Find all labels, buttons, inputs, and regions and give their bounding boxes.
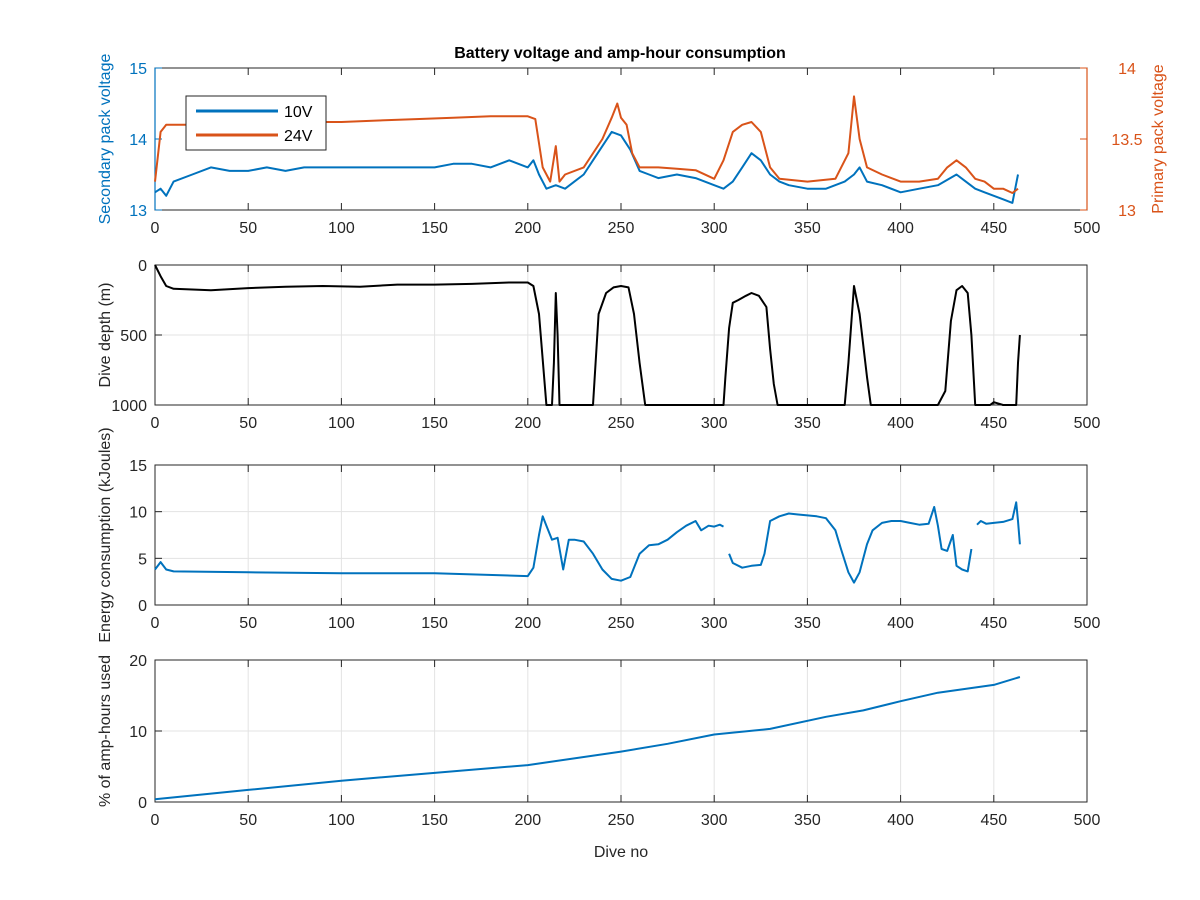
x-tick-label: 450 [980, 615, 1007, 632]
x-tick-label: 350 [794, 812, 821, 829]
y-tick-label: 10 [129, 505, 147, 522]
y-tick-label: 15 [129, 61, 147, 78]
x-axis-label: Dive no [594, 844, 648, 861]
x-tick-label: 450 [980, 812, 1007, 829]
y-tick-label: 0 [138, 258, 147, 275]
x-tick-label: 100 [328, 812, 355, 829]
x-tick-label: 350 [794, 220, 821, 237]
figure-title: Battery voltage and amp-hour consumption [454, 45, 786, 62]
x-tick-label: 100 [328, 220, 355, 237]
x-tick-label: 0 [151, 415, 160, 432]
y-tick-label: 20 [129, 653, 147, 670]
subplot-4: 0 50 100 150 200 250 300 350 400 450 500 0 10 20 % of … [97, 653, 1100, 861]
series-line-3 [976, 501, 1021, 545]
x-tick-label: 100 [328, 415, 355, 432]
series-line-24v [154, 95, 1019, 194]
y-tick-label: 13 [129, 203, 147, 220]
x-tick-label: 50 [239, 615, 257, 632]
subplot-3: 0 50 100 150 200 250 300 350 400 450 500 0 5 10 15 Ener… [97, 427, 1100, 642]
x-tick-label: 300 [701, 615, 728, 632]
x-tick-label: 400 [887, 415, 914, 432]
legend-label-10v: 10V [284, 104, 313, 121]
x-tick-label: 450 [980, 220, 1007, 237]
x-tick-label: 0 [151, 615, 160, 632]
x-tick-label: 300 [701, 220, 728, 237]
y-tick-label: 0 [138, 795, 147, 812]
y-tick-label: 0 [138, 598, 147, 615]
x-tick-label: 500 [1074, 812, 1101, 829]
x-tick-label: 0 [151, 812, 160, 829]
y2-tick-label: 14 [1118, 61, 1136, 78]
x-tick-label: 400 [887, 615, 914, 632]
x-tick-label: 300 [701, 415, 728, 432]
y2-tick-label: 13.5 [1111, 132, 1142, 149]
x-tick-label: 200 [514, 615, 541, 632]
x-tick-label: 350 [794, 615, 821, 632]
x-tick-label: 150 [421, 415, 448, 432]
x-tick-label: 150 [421, 812, 448, 829]
x-tick-label: 200 [514, 220, 541, 237]
subplot-1: 0 50 100 150 200 250 300 350 400 450 500 13 14 15 13 13… [97, 54, 1167, 237]
y2-axis-label: Primary pack voltage [1150, 64, 1167, 213]
legend-box [185, 95, 327, 151]
y-tick-label: 14 [129, 132, 147, 149]
y-axis-label: Energy consumption (kJoules) [97, 427, 114, 642]
legend-label-24v: 24V [284, 128, 313, 145]
y-axis-label: % of amp-hours used [97, 655, 114, 807]
y-tick-label: 5 [138, 551, 147, 568]
chart-area: 0 50 100 150 200 250 300 350 400 450 5001314151313… [97, 54, 1167, 861]
y-tick-label: 500 [120, 328, 147, 345]
series-line-1 [154, 264, 1021, 406]
x-tick-label: 150 [421, 220, 448, 237]
x-tick-label: 50 [239, 812, 257, 829]
y-tick-label: 1000 [111, 398, 147, 415]
x-tick-label: 50 [239, 415, 257, 432]
x-tick-label: 300 [701, 812, 728, 829]
x-tick-label: 200 [514, 415, 541, 432]
y-axis-label: Dive depth (m) [97, 283, 114, 388]
x-tick-label: 250 [608, 220, 635, 237]
x-tick-label: 500 [1074, 415, 1101, 432]
y-tick-label: 10 [129, 724, 147, 741]
x-tick-label: 500 [1074, 220, 1101, 237]
x-tick-label: 0 [151, 220, 160, 237]
x-tick-label: 400 [887, 812, 914, 829]
series-line-1 [154, 515, 724, 582]
y-axis-label: Secondary pack voltage [97, 54, 114, 225]
x-tick-label: 350 [794, 415, 821, 432]
x-tick-label: 450 [980, 415, 1007, 432]
x-tick-label: 50 [239, 220, 257, 237]
series-line-2 [728, 506, 973, 584]
x-tick-label: 250 [608, 415, 635, 432]
x-tick-label: 400 [887, 220, 914, 237]
x-tick-label: 250 [608, 615, 635, 632]
x-tick-label: 100 [328, 615, 355, 632]
x-tick-label: 250 [608, 812, 635, 829]
x-tick-label: 500 [1074, 615, 1101, 632]
x-tick-label: 150 [421, 615, 448, 632]
subplot-2: 0 50 100 150 200 250 300 350 400 450 500 0 500 1000 Di… [97, 258, 1100, 432]
series-line-1 [154, 676, 1021, 801]
series-line-10v [154, 130, 1019, 204]
x-tick-label: 200 [514, 812, 541, 829]
y2-tick-label: 13 [1118, 203, 1136, 220]
y-tick-label: 15 [129, 458, 147, 475]
